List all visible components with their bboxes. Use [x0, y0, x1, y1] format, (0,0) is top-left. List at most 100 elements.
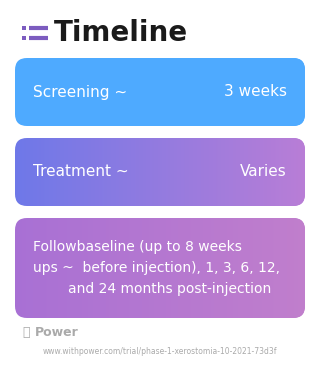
Bar: [83, 138, 84, 206]
Bar: [287, 58, 288, 126]
Bar: [79, 218, 80, 318]
Bar: [195, 138, 196, 206]
Bar: [99, 218, 100, 318]
Bar: [109, 218, 110, 318]
Bar: [126, 138, 128, 206]
Bar: [172, 218, 173, 318]
Bar: [188, 218, 189, 318]
Bar: [174, 218, 176, 318]
Bar: [88, 138, 90, 206]
Bar: [222, 138, 223, 206]
Bar: [71, 218, 73, 318]
Bar: [99, 58, 100, 126]
Bar: [172, 138, 173, 206]
Bar: [195, 58, 196, 126]
Bar: [146, 138, 147, 206]
Bar: [282, 218, 283, 318]
Bar: [15, 58, 16, 126]
Bar: [285, 218, 286, 318]
Bar: [148, 218, 150, 318]
Bar: [209, 218, 211, 318]
Bar: [92, 58, 93, 126]
Bar: [44, 58, 45, 126]
Bar: [69, 58, 71, 126]
Bar: [292, 138, 293, 206]
Bar: [243, 218, 244, 318]
Bar: [41, 218, 43, 318]
Bar: [53, 58, 54, 126]
Bar: [173, 58, 175, 126]
Bar: [230, 218, 231, 318]
Bar: [148, 58, 149, 126]
Text: www.withpower.com/trial/phase-1-xerostomia-10-2021-73d3f: www.withpower.com/trial/phase-1-xerostom…: [43, 348, 277, 356]
Bar: [54, 138, 55, 206]
Bar: [132, 138, 133, 206]
Bar: [239, 138, 241, 206]
Bar: [118, 138, 120, 206]
Bar: [77, 138, 78, 206]
Bar: [251, 218, 252, 318]
Bar: [143, 58, 144, 126]
Bar: [267, 138, 269, 206]
Bar: [239, 58, 241, 126]
Bar: [216, 138, 218, 206]
Bar: [260, 58, 262, 126]
Bar: [133, 138, 134, 206]
Bar: [287, 138, 288, 206]
Bar: [141, 58, 142, 126]
Bar: [223, 58, 224, 126]
Bar: [299, 218, 301, 318]
Bar: [232, 58, 233, 126]
Bar: [67, 138, 69, 206]
Bar: [31, 138, 33, 206]
Bar: [221, 58, 222, 126]
Bar: [142, 58, 143, 126]
Bar: [184, 138, 186, 206]
Bar: [145, 138, 146, 206]
Bar: [163, 138, 164, 206]
Bar: [253, 58, 254, 126]
Bar: [244, 58, 245, 126]
Bar: [219, 138, 220, 206]
Bar: [282, 138, 283, 206]
Bar: [38, 58, 40, 126]
Bar: [240, 138, 242, 206]
Bar: [270, 138, 272, 206]
Bar: [76, 218, 77, 318]
Bar: [43, 138, 44, 206]
Bar: [234, 218, 235, 318]
Bar: [131, 138, 132, 206]
Bar: [152, 138, 154, 206]
Bar: [15, 138, 16, 206]
Bar: [303, 138, 305, 206]
Bar: [279, 138, 280, 206]
Bar: [148, 218, 149, 318]
Bar: [165, 218, 166, 318]
Bar: [168, 138, 169, 206]
Bar: [221, 138, 222, 206]
Bar: [21, 58, 22, 126]
Bar: [271, 138, 273, 206]
Bar: [75, 138, 76, 206]
Bar: [154, 58, 156, 126]
Bar: [260, 138, 262, 206]
Bar: [112, 218, 113, 318]
Bar: [78, 138, 79, 206]
Bar: [175, 138, 177, 206]
Bar: [181, 138, 183, 206]
Bar: [247, 218, 248, 318]
Bar: [37, 218, 39, 318]
Bar: [204, 58, 205, 126]
Bar: [215, 58, 217, 126]
Bar: [298, 58, 300, 126]
Bar: [164, 138, 165, 206]
Bar: [217, 58, 219, 126]
Bar: [293, 138, 295, 206]
Bar: [291, 218, 292, 318]
Bar: [85, 218, 87, 318]
Bar: [76, 58, 77, 126]
Bar: [105, 138, 106, 206]
Bar: [197, 218, 198, 318]
Bar: [204, 218, 205, 318]
Bar: [115, 58, 116, 126]
